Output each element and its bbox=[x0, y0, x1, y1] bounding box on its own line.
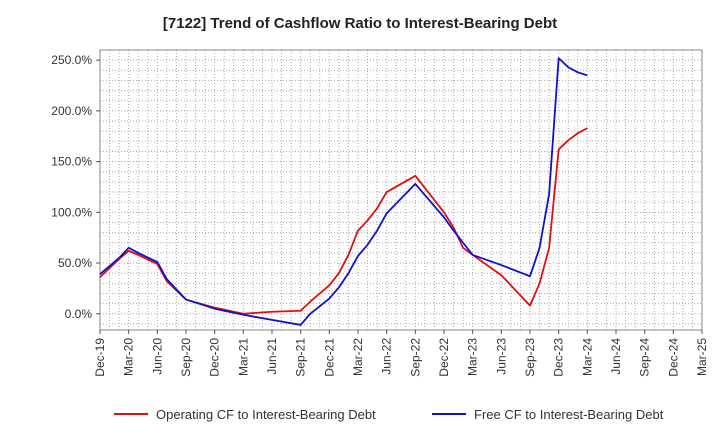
x-tick-label: Jun-23 bbox=[494, 338, 508, 375]
legend-label-2: Free CF to Interest-Bearing Debt bbox=[474, 407, 664, 422]
x-axis: Dec-19 Mar-20 Jun-20 Sep-20 Dec-20 Mar-21 Jun-… bbox=[93, 330, 709, 377]
y-tick-label: 150.0% bbox=[51, 155, 92, 169]
series-line-1 bbox=[99, 127, 588, 315]
grid bbox=[99, 49, 703, 330]
x-tick-label: Mar-21 bbox=[236, 338, 250, 376]
x-tick-label: Dec-20 bbox=[208, 338, 222, 377]
x-tick-label: Mar-22 bbox=[351, 338, 365, 376]
x-tick-label: Dec-19 bbox=[93, 338, 107, 377]
x-tick-label: Dec-21 bbox=[322, 338, 336, 377]
chart-title: [7122] Trend of Cashflow Ratio to Intere… bbox=[163, 15, 557, 32]
y-tick-label: 100.0% bbox=[51, 205, 92, 219]
x-tick-label: Dec-22 bbox=[437, 338, 451, 377]
x-tick-label: Jun-24 bbox=[609, 338, 623, 375]
x-tick-label: Mar-25 bbox=[695, 338, 709, 376]
x-tick-label: Dec-23 bbox=[552, 338, 566, 377]
x-tick-label: Dec-24 bbox=[666, 338, 680, 377]
plot-frame bbox=[99, 49, 703, 331]
y-axis: 0.0% 50.0% 100.0% 150.0% 200.0% 250.0% bbox=[51, 53, 100, 321]
x-tick-label: Mar-24 bbox=[580, 338, 594, 376]
series-lines bbox=[99, 57, 588, 326]
x-tick-label: Mar-20 bbox=[122, 338, 136, 376]
y-tick-label: 200.0% bbox=[51, 104, 92, 118]
series-line-2 bbox=[99, 57, 588, 326]
x-tick-label: Sep-22 bbox=[408, 338, 422, 377]
x-tick-label: Jun-21 bbox=[265, 338, 279, 375]
x-tick-label: Sep-23 bbox=[523, 338, 537, 377]
x-tick-label: Sep-24 bbox=[638, 338, 652, 377]
legend-label-1: Operating CF to Interest-Bearing Debt bbox=[156, 407, 376, 422]
x-tick-label: Jun-20 bbox=[150, 338, 164, 375]
x-tick-label: Jun-22 bbox=[380, 338, 394, 375]
y-tick-label: 50.0% bbox=[58, 256, 92, 270]
legend: Operating CF to Interest-Bearing Debt Fre… bbox=[114, 407, 664, 422]
y-tick-label: 0.0% bbox=[65, 307, 93, 321]
x-tick-label: Mar-23 bbox=[466, 338, 480, 376]
y-tick-label: 250.0% bbox=[51, 53, 92, 67]
x-tick-label: Sep-21 bbox=[294, 338, 308, 377]
x-tick-label: Sep-20 bbox=[179, 338, 193, 377]
